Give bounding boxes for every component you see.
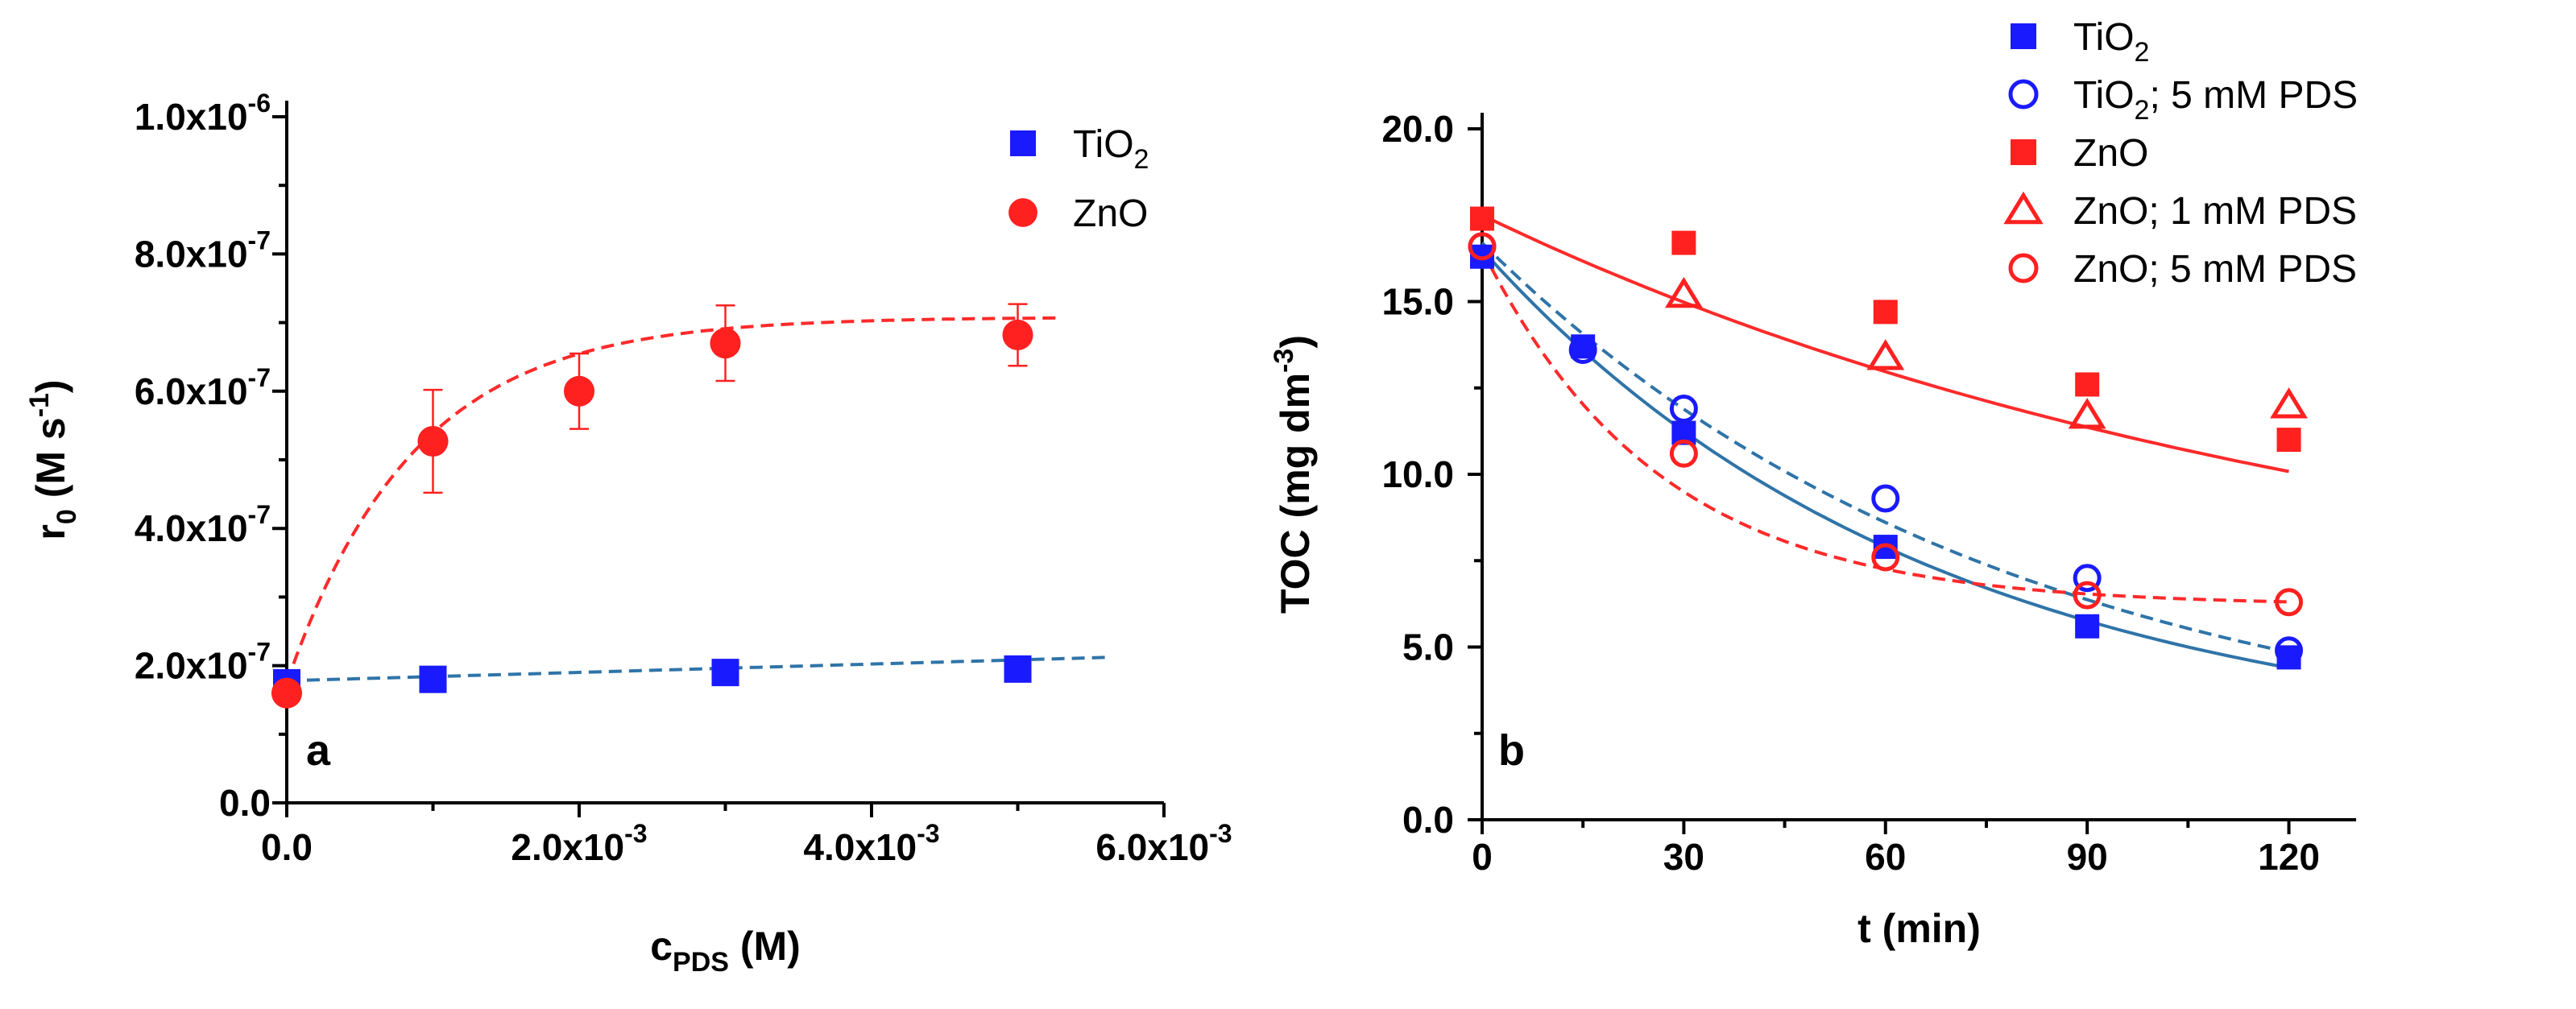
legend-marker [2011, 23, 2036, 49]
legend-marker [2008, 253, 2039, 283]
legend-marker [1008, 198, 1037, 227]
y-tick-label: 5.0 [1402, 626, 1454, 668]
fit-curve [1481, 242, 2289, 654]
panel-label: a [306, 726, 331, 775]
x-tick-label: 120 [2258, 836, 2320, 878]
data-point [1866, 339, 1905, 370]
x-tick-label: 90 [2067, 836, 2108, 878]
fit-curve [285, 316, 1062, 684]
data-point [1669, 439, 1698, 468]
panel-label: b [1498, 726, 1525, 775]
data-point [2073, 564, 2102, 593]
legend-label: TiO2 [1073, 123, 1149, 175]
x-tick-label: 0.0 [261, 826, 313, 868]
data-point [563, 375, 595, 407]
y-tick-label: 8.0x10-7 [135, 225, 271, 275]
data-point [1468, 232, 1497, 261]
y-tick-label: 2.0x10-7 [135, 638, 271, 687]
y-tick-label: 20.0 [1381, 108, 1454, 150]
data-point [1004, 655, 1032, 683]
data-point [1871, 543, 1900, 572]
x-tick-label: 60 [1865, 836, 1906, 878]
data-point [2276, 428, 2301, 453]
chart-panel-b: 0 30 60 90 120 0.0 5.0 10.0 15.0 20.0 t (min) TOC (… [1269, 16, 2358, 951]
legend-label: ZnO [1073, 192, 1148, 235]
legend-marker [2003, 191, 2044, 225]
data-point [271, 677, 303, 709]
y-tick-label: 1.0x10-6 [135, 89, 271, 138]
data-point [1470, 206, 1494, 231]
data-point [417, 425, 449, 457]
data-point [1664, 276, 1703, 308]
data-point [2275, 636, 2304, 665]
legend-label: ZnO [2073, 132, 2148, 175]
data-point [2075, 372, 2100, 397]
legend-label: ZnO; 1 mM PDS [2073, 190, 2357, 233]
data-point [2270, 387, 2308, 419]
data-point [1002, 319, 1033, 350]
y-tick-label: 0.0 [219, 782, 271, 824]
y-tick-label: 15.0 [1381, 281, 1454, 323]
data-point [2073, 581, 2102, 610]
data-point [2068, 398, 2106, 429]
legend-label: TiO2; 5 mM PDS [2073, 74, 2358, 126]
legend-label: ZnO; 5 mM PDS [2073, 248, 2357, 291]
y-axis-title: r0 (M s-1) [24, 379, 82, 540]
x-tick-label: 2.0x10-3 [511, 819, 647, 868]
y-tick-label: 10.0 [1381, 453, 1454, 495]
data-point [1669, 394, 1698, 423]
x-tick-label: 6.0x10-3 [1095, 819, 1232, 868]
x-tick-label: 30 [1663, 836, 1704, 878]
fit-curve [286, 655, 1106, 683]
y-tick-label: 0.0 [1402, 799, 1454, 841]
x-axis-title: t (min) [1857, 906, 1981, 951]
data-point [2275, 588, 2304, 617]
x-axis-title: cPDS (M) [650, 924, 801, 978]
x-tick-label: 0 [1472, 836, 1493, 878]
legend-label: TiO2 [2073, 16, 2149, 68]
data-point [711, 659, 739, 687]
data-point [1568, 336, 1597, 365]
legend-marker [1010, 130, 1036, 156]
legend-marker [2011, 139, 2036, 165]
y-axis-title: TOC (mg dm-3) [1269, 335, 1318, 614]
data-point [419, 665, 447, 693]
chart-panel-a: 0.0 2.0x10-3 4.0x10-3 6.0x10-3 0.0 2.0x10-7 4.… [24, 89, 1232, 978]
data-point [2075, 614, 2100, 639]
legend-marker [2008, 79, 2039, 110]
fit-curve [1481, 213, 2289, 473]
data-point [710, 328, 741, 359]
data-point [1871, 484, 1900, 513]
data-point [1671, 230, 1696, 255]
y-tick-label: 4.0x10-7 [135, 500, 271, 549]
y-tick-label: 6.0x10-7 [135, 363, 271, 412]
data-point [1873, 300, 1898, 325]
x-tick-label: 4.0x10-3 [803, 819, 939, 868]
